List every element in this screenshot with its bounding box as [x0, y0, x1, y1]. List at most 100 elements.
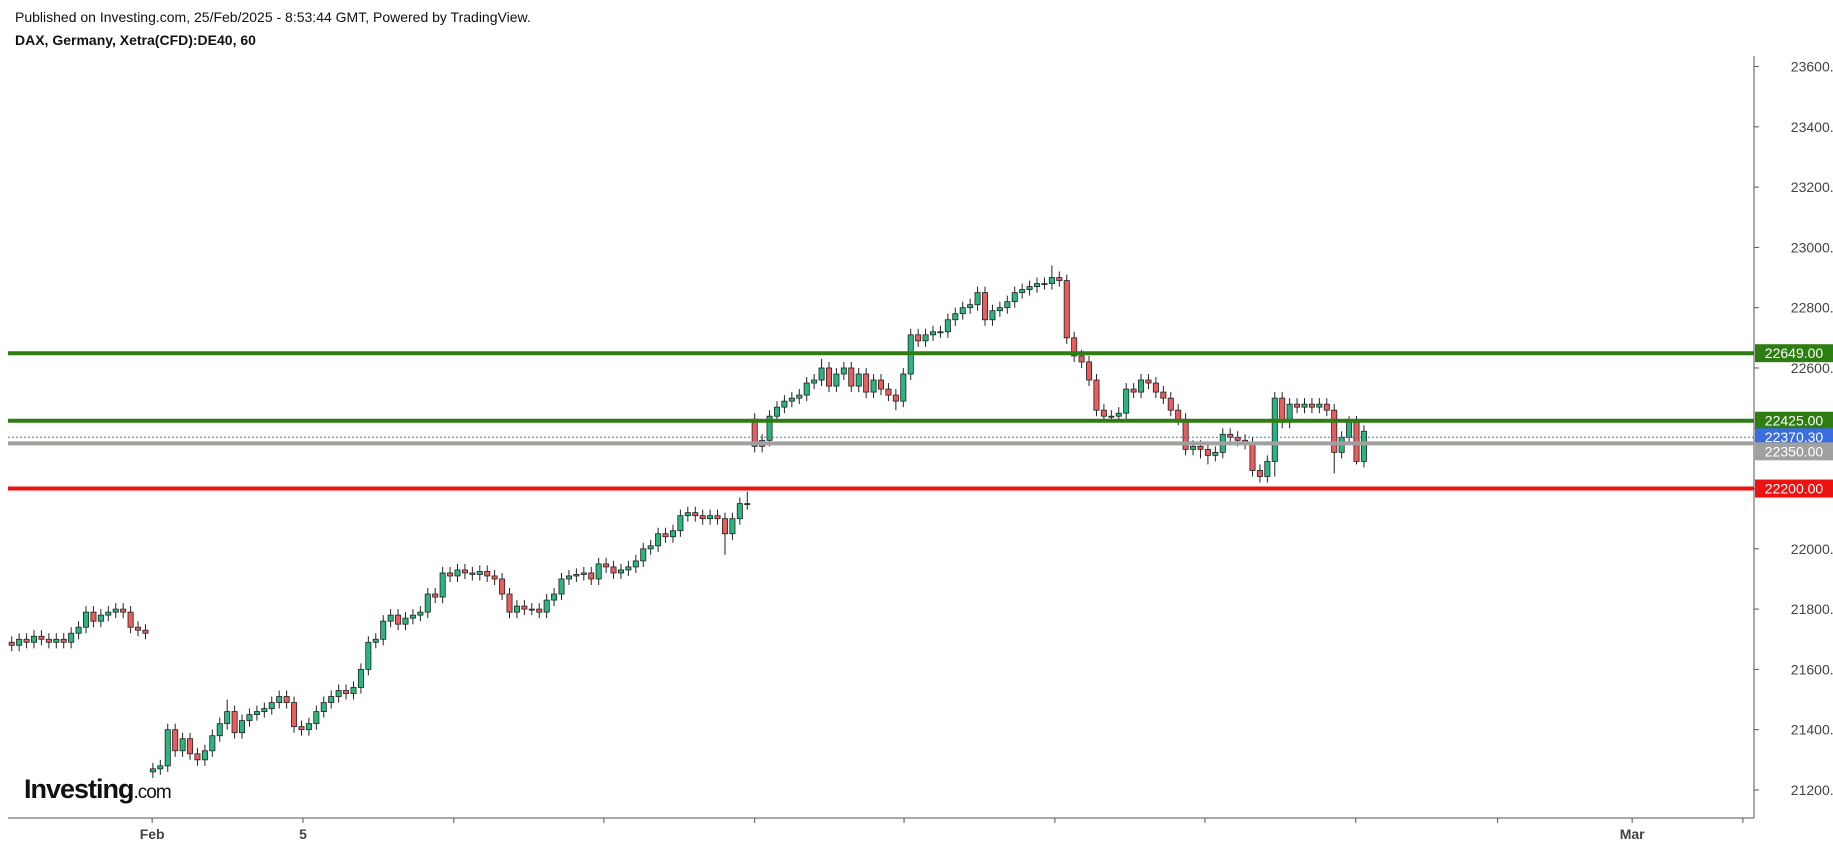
candle-body: [543, 599, 550, 613]
candle-body: [603, 563, 610, 568]
candle-body: [1190, 445, 1197, 450]
candle-body: [1212, 451, 1219, 456]
candle-body: [469, 572, 476, 575]
candle-body: [528, 608, 535, 611]
candle-body: [1115, 412, 1122, 417]
candle-body: [75, 626, 82, 634]
candle-body: [23, 638, 30, 643]
candle-body: [513, 605, 520, 613]
candle-body: [276, 696, 283, 703]
candle-body: [617, 569, 624, 574]
candle-body: [848, 367, 855, 387]
candle-body: [1346, 421, 1353, 438]
candle-body: [16, 638, 23, 646]
candle-body: [484, 571, 491, 577]
candle-body: [558, 578, 565, 595]
candle-body: [1316, 403, 1323, 408]
candle-body: [127, 611, 134, 628]
level-label: 22200.00: [1765, 481, 1824, 497]
chart-title: DAX, Germany, Xetra(CFD):DE40, 60: [15, 32, 256, 48]
level-tag: [1755, 411, 1833, 430]
candle-body: [595, 563, 602, 580]
candle-body: [328, 696, 335, 703]
candle-body: [68, 632, 75, 643]
candle-body: [491, 575, 498, 580]
candle-body: [781, 400, 788, 408]
candle-body: [402, 617, 409, 625]
candle-body: [684, 512, 691, 517]
candle-body: [83, 611, 90, 628]
candle-body: [1331, 409, 1338, 453]
candle-body: [216, 723, 223, 737]
candle-body: [447, 572, 454, 577]
y-tick-label: 21800.00: [1791, 601, 1833, 617]
candle-body: [31, 635, 38, 643]
candle-body: [1086, 361, 1093, 381]
candle-body: [1019, 289, 1026, 294]
candle-body: [172, 729, 179, 752]
x-tick-label: 5: [299, 826, 307, 842]
candle-body: [692, 512, 699, 517]
candle-body: [357, 668, 364, 688]
candle-body: [677, 515, 684, 532]
candle-body: [1145, 379, 1152, 384]
candle-body: [885, 388, 892, 396]
candle-body: [53, 638, 60, 643]
candle-body: [922, 334, 929, 342]
level-tag: [1755, 428, 1833, 447]
candle-body: [840, 367, 847, 375]
candle-body: [209, 735, 216, 752]
candle-body: [1323, 403, 1330, 411]
candle-body: [944, 319, 951, 333]
candle-body: [142, 629, 149, 634]
level-label: 22370.30: [1765, 429, 1824, 445]
candle-body: [1108, 415, 1115, 418]
y-tick-label: 21600.00: [1791, 661, 1833, 677]
candle-body: [1056, 277, 1063, 281]
level-tag: [1755, 479, 1833, 498]
candle-body: [818, 367, 825, 381]
candle-body: [1130, 388, 1137, 393]
candle-body: [239, 720, 246, 734]
candle-body: [1041, 283, 1048, 285]
candle-body: [766, 415, 773, 441]
candle-body: [662, 533, 669, 538]
candle-body: [877, 379, 885, 390]
candle-body: [647, 545, 654, 550]
level-tag: [1755, 344, 1833, 363]
watermark-main: Investing: [24, 774, 134, 804]
candle-body: [365, 641, 372, 670]
level-label: 22649.00: [1765, 345, 1824, 361]
candle-body: [1026, 286, 1033, 291]
candle-body: [120, 608, 127, 613]
candle-body: [1301, 403, 1308, 408]
candle-body: [551, 593, 558, 601]
candle-body: [1123, 388, 1130, 414]
candle-body: [1308, 403, 1315, 408]
candle-body: [1294, 403, 1301, 408]
candle-body: [610, 566, 617, 574]
candle-body: [1071, 337, 1078, 357]
candle-body: [900, 373, 907, 402]
candle-body: [506, 593, 513, 613]
candle-body: [253, 711, 260, 716]
candle-body: [707, 515, 714, 520]
candle-body: [930, 331, 937, 336]
y-tick-label: 23600.00: [1791, 59, 1833, 75]
candle-body: [135, 626, 142, 631]
candle-body: [632, 560, 639, 568]
y-tick-label: 21200.00: [1791, 782, 1833, 798]
candle-body: [989, 310, 996, 321]
candle-body: [320, 702, 327, 712]
candle-body: [521, 605, 528, 610]
candle-body: [1152, 382, 1159, 393]
candle-body: [1063, 280, 1070, 339]
candle-body: [424, 593, 431, 613]
candle-body: [796, 394, 803, 399]
candle-body: [870, 379, 877, 393]
candle-body: [1167, 397, 1174, 411]
candle-body: [833, 373, 840, 387]
candle-body: [1256, 470, 1263, 477]
candle-body: [112, 608, 119, 613]
